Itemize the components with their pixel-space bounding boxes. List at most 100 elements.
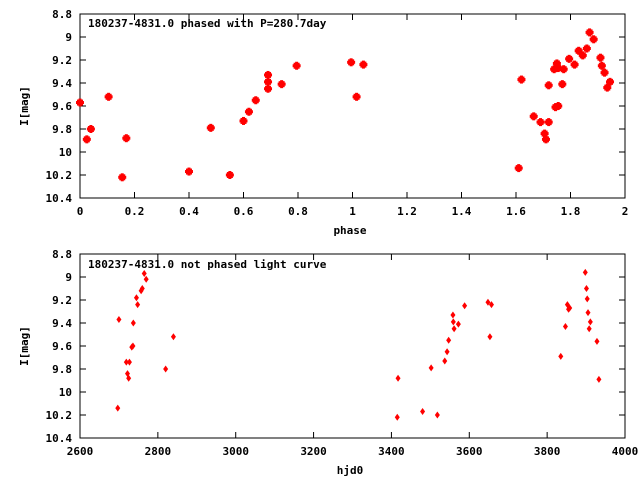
phased-data-point — [277, 80, 286, 89]
phased-plot: 0 0.2 0.4 0.6 0.8 1 1.2 1.4 1.6 1.8 2 8.8 9 9.2 9.4 9.6… — [18, 8, 628, 237]
phased-y-tick-label: 10.2 — [46, 169, 73, 182]
phased-x-tick-label: 0.6 — [234, 205, 254, 218]
phased-y-tick-label: 9.8 — [52, 123, 72, 136]
phased-x-tick-label: 1.6 — [506, 205, 526, 218]
unphased-data-point — [126, 374, 132, 382]
unphased-y-tick-label: 9.2 — [52, 294, 72, 307]
phased-data-point — [603, 83, 612, 92]
phased-data-point — [550, 65, 559, 74]
phased-data-point — [600, 68, 609, 77]
phased-data-point — [244, 107, 253, 116]
phased-data-point — [544, 118, 553, 127]
phased-y-tick-label: 9 — [65, 31, 72, 44]
phased-plot-frame — [79, 13, 626, 199]
unphased-data-point — [170, 333, 176, 341]
unphased-x-tick-label: 2800 — [145, 445, 172, 458]
phased-data-point — [606, 77, 615, 86]
unphased-data-point — [450, 311, 456, 319]
phased-data-point — [578, 51, 587, 60]
phased-data-point — [264, 77, 273, 86]
phased-data-point — [589, 35, 598, 44]
unphased-y-tick-label: 10.4 — [46, 432, 73, 445]
unphased-y-tick-label: 10 — [59, 386, 72, 399]
unphased-x-tick-label: 3800 — [534, 445, 561, 458]
unphased-data-point — [163, 365, 169, 373]
unphased-x-axis-title: hjd0 — [337, 464, 364, 477]
unphased-data-point — [420, 408, 426, 416]
unphased-y-tick-label: 9.8 — [52, 363, 72, 376]
unphased-plot-frame — [79, 253, 626, 439]
phased-data-point — [585, 28, 594, 37]
unphased-data-point — [583, 285, 589, 292]
unphased-data-point — [442, 357, 448, 365]
phased-data-point — [122, 134, 131, 143]
phased-data-point — [82, 135, 91, 144]
unphased-data-point — [586, 325, 592, 333]
phased-data-point — [565, 54, 574, 63]
phased-data-point — [517, 75, 526, 84]
phased-data-point — [558, 80, 567, 89]
phased-data-point — [206, 123, 215, 132]
unphased-data-point — [115, 404, 121, 412]
phased-data-point — [536, 118, 545, 127]
unphased-x-tick-label: 3600 — [456, 445, 483, 458]
unphased-data-point — [451, 325, 457, 333]
unphased-data-point — [562, 322, 568, 330]
unphased-y-tick-label: 10.2 — [46, 409, 73, 422]
unphased-data-point — [455, 320, 461, 328]
unphased-data-point — [585, 309, 591, 317]
unphased-data-point — [135, 301, 141, 309]
phased-data-point — [359, 60, 368, 69]
unphased-data-point — [462, 302, 468, 310]
phased-y-tick-label: 9.2 — [52, 54, 72, 67]
phased-data-point — [86, 125, 95, 133]
phased-x-tick-label: 2 — [622, 205, 629, 218]
unphased-data-point — [123, 358, 129, 366]
unphased-data-point — [596, 375, 602, 383]
phased-x-tick-label: 0.2 — [125, 205, 145, 218]
unphased-data-point — [434, 411, 440, 419]
unphased-plot: 2600 2800 3000 3200 3400 3600 3800 4000 8.8 9 9.2 9… — [18, 248, 638, 477]
phased-data-point — [559, 65, 568, 74]
phased-data-point — [347, 58, 356, 67]
phased-plot-title: 180237-4831.0 phased with P=280.7day — [88, 17, 327, 30]
phased-data-point — [352, 92, 361, 101]
phased-data-point — [544, 81, 553, 90]
phased-data-point — [554, 64, 563, 73]
unphased-y-tick-label: 9 — [65, 271, 72, 284]
phased-data-point — [582, 44, 591, 53]
unphased-data-point — [582, 268, 588, 276]
unphased-data-point — [395, 374, 401, 382]
unphased-data-point — [594, 337, 600, 345]
phased-x-axis-title: phase — [333, 224, 366, 237]
phased-data-point — [541, 135, 550, 144]
unphased-data-point — [558, 352, 564, 360]
unphased-x-tick-label: 3200 — [300, 445, 327, 458]
phased-y-tick-label: 8.8 — [52, 8, 72, 21]
phased-y-tick-label: 9.4 — [52, 77, 72, 90]
unphased-data-point — [130, 342, 136, 350]
unphased-data-point — [139, 285, 145, 292]
phased-data-point — [264, 70, 273, 79]
phased-data-point — [104, 92, 113, 101]
phased-data-point — [225, 171, 234, 179]
unphased-plot-title: 180237-4831.0 not phased light curve — [88, 258, 327, 271]
unphased-data-point — [450, 318, 456, 326]
unphased-y-tick-label: 8.8 — [52, 248, 72, 261]
phased-data-point — [76, 98, 84, 107]
phased-y-tick-label: 10.4 — [46, 192, 73, 205]
unphased-data-point — [488, 301, 494, 309]
phased-x-tick-label: 0 — [77, 205, 84, 218]
unphased-data-point — [446, 336, 452, 344]
phased-data-point — [118, 173, 127, 182]
unphased-data-point — [567, 304, 573, 312]
unphased-y-axis-title: I[mag] — [18, 326, 31, 366]
unphased-data-point — [444, 348, 450, 356]
unphased-x-tick-label: 3400 — [378, 445, 405, 458]
phased-y-axis-title: I[mag] — [18, 86, 31, 126]
unphased-data-point — [126, 358, 132, 366]
phased-data-point — [554, 102, 563, 110]
phased-x-tick-label: 0.8 — [288, 205, 308, 218]
unphased-x-tick-label: 3000 — [222, 445, 249, 458]
